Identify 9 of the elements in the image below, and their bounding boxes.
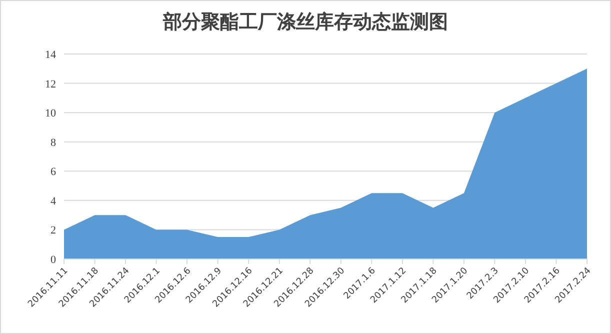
y-tick-label: 6: [50, 166, 56, 178]
y-tick-label: 0: [50, 254, 56, 266]
y-tick-label: 10: [45, 108, 56, 120]
y-tick-label: 4: [50, 195, 56, 208]
y-tick-label: 2: [50, 224, 56, 237]
y-tick-label: 12: [45, 78, 56, 90]
title: 部分聚酯工厂涤丝库存动态监测图: [163, 12, 448, 33]
y-tick-label: 14: [45, 49, 56, 61]
y-tick-label: 8: [50, 136, 56, 149]
